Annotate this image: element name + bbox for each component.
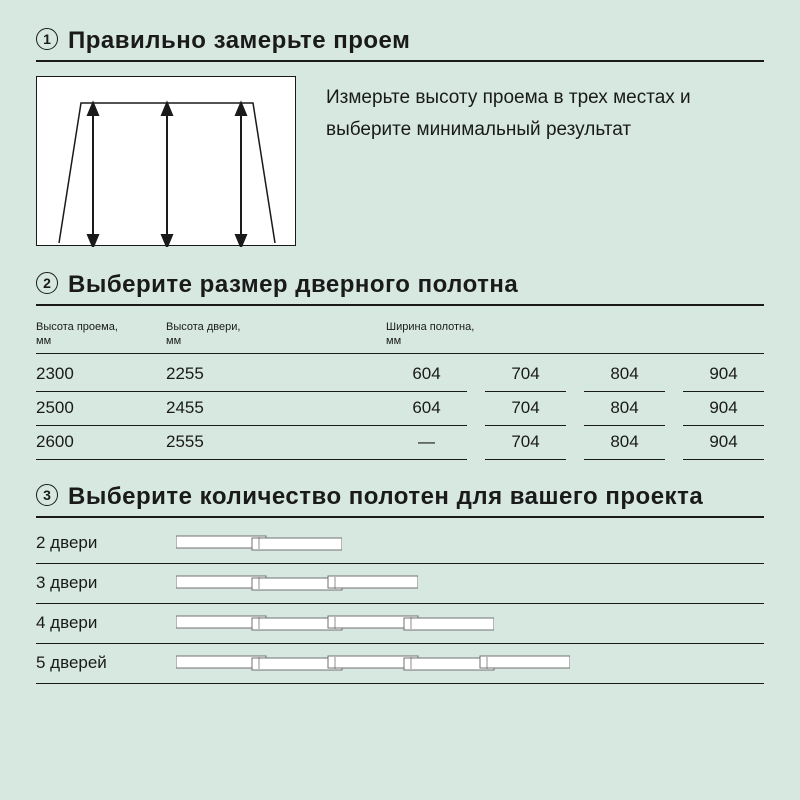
door-count-row: 3 двери — [36, 564, 764, 604]
size-table-header: Высота проема,мм Высота двери,мм Ширина … — [36, 320, 764, 354]
size-table: Высота проема,мм Высота двери,мм Ширина … — [36, 320, 764, 460]
cell-opening-height: 2600 — [36, 426, 166, 460]
table-row: 25002455604 704 804 904 — [36, 392, 764, 426]
th-opening-height: Высота проема,мм — [36, 320, 166, 349]
cell-panel-width: 604 — [386, 392, 467, 426]
opening-measure-diagram — [36, 76, 296, 246]
door-panels-diagram — [176, 615, 764, 631]
section-2-title: Выберите размер дверного полотна — [68, 270, 518, 300]
section-3-title: Выберите количество полотен для вашего п… — [68, 482, 703, 512]
door-count-label: 3 двери — [36, 573, 176, 593]
section-3-heading: 3 Выберите количество полотен для вашего… — [36, 482, 764, 518]
step-number-1: 1 — [36, 28, 58, 50]
cell-panel-width: 804 — [584, 392, 665, 426]
section-2-heading: 2 Выберите размер дверного полотна — [36, 270, 764, 306]
width-cells: — 704 804 904 — [386, 426, 764, 460]
cell-panel-width: 904 — [683, 358, 764, 392]
section-1-heading: 1 Правильно замерьте проем — [36, 26, 764, 62]
table-row: 23002255604 704 804 904 — [36, 358, 764, 392]
cell-panel-width: 604 — [386, 358, 467, 392]
cell-opening-height: 2500 — [36, 392, 166, 426]
door-count-label: 2 двери — [36, 533, 176, 553]
th-panel-width: Ширина полотна,мм — [386, 320, 764, 349]
door-count-row: 2 двери — [36, 524, 764, 564]
door-panels-diagram — [176, 535, 764, 551]
section-1-title: Правильно замерьте проем — [68, 26, 410, 56]
width-cells: 604 704 804 904 — [386, 358, 764, 392]
door-panels-diagram — [176, 655, 764, 671]
section-1-description: Измерьте высоту проема в трех местах и в… — [326, 76, 764, 147]
cell-panel-width: 904 — [683, 392, 764, 426]
section-1-body: Измерьте высоту проема в трех местах и в… — [36, 76, 764, 246]
door-count-list: 2 двери 3 двери 4 двери 5 дверей — [36, 524, 764, 684]
cell-panel-width: 704 — [485, 426, 566, 460]
step-number-2: 2 — [36, 272, 58, 294]
door-count-label: 5 дверей — [36, 653, 176, 673]
cell-opening-height: 2300 — [36, 358, 166, 392]
door-count-row: 4 двери — [36, 604, 764, 644]
cell-panel-width: 804 — [584, 358, 665, 392]
width-cells: 604 704 804 904 — [386, 392, 764, 426]
door-panels-diagram — [176, 575, 764, 591]
cell-door-height: 2455 — [166, 392, 386, 426]
door-count-label: 4 двери — [36, 613, 176, 633]
cell-panel-width: — — [386, 426, 467, 460]
cell-door-height: 2555 — [166, 426, 386, 460]
table-row: 26002555— 704 804 904 — [36, 426, 764, 460]
cell-panel-width: 804 — [584, 426, 665, 460]
step-number-3: 3 — [36, 484, 58, 506]
door-count-row: 5 дверей — [36, 644, 764, 684]
cell-panel-width: 904 — [683, 426, 764, 460]
th-door-height: Высота двери,мм — [166, 320, 386, 349]
cell-panel-width: 704 — [485, 392, 566, 426]
cell-panel-width: 704 — [485, 358, 566, 392]
cell-door-height: 2255 — [166, 358, 386, 392]
